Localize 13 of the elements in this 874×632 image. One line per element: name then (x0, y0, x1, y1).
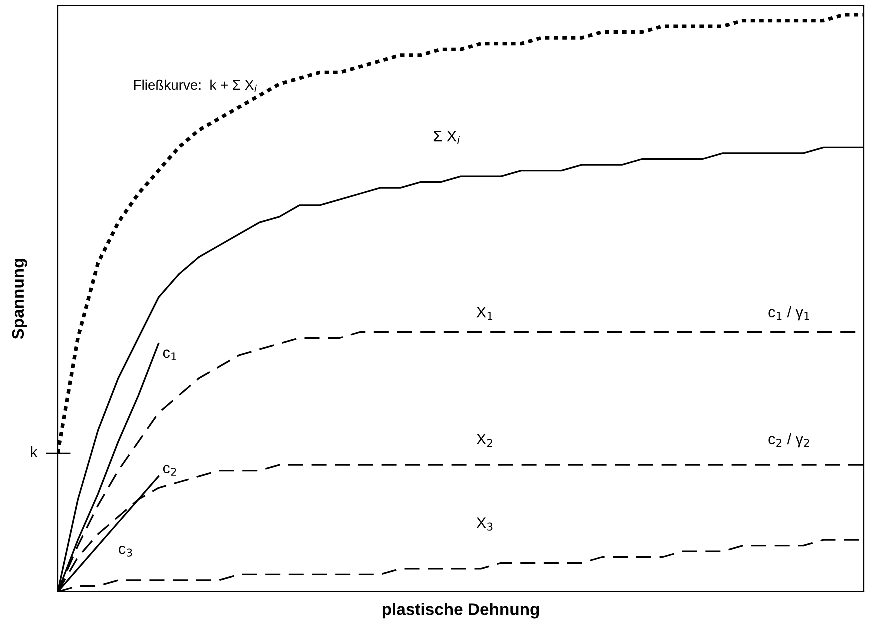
x-axis-title: plastische Dehnung (382, 603, 540, 619)
series-label: c$_{1}$ (163, 350, 176, 361)
annotation: c$_{2}$ / γ$_{2}$ (768, 433, 810, 448)
series-label: X$_{1}$ (476, 307, 493, 320)
y-axis-title: Spannung (12, 259, 28, 340)
text: Σ X$_{i}$ (434, 131, 460, 144)
series-label: Fließkurve: k + Σ X$_{i}$ (134, 80, 257, 92)
annotation: c$_{1}$ / γ$_{1}$ (768, 306, 810, 321)
annotation: c$_{3}$ (119, 546, 132, 557)
text: k (31, 446, 38, 458)
series-label: X$_{2}$ (476, 434, 492, 448)
series-label: c$_{2}$ (163, 465, 176, 476)
text: X$_{3}$ (476, 518, 493, 531)
